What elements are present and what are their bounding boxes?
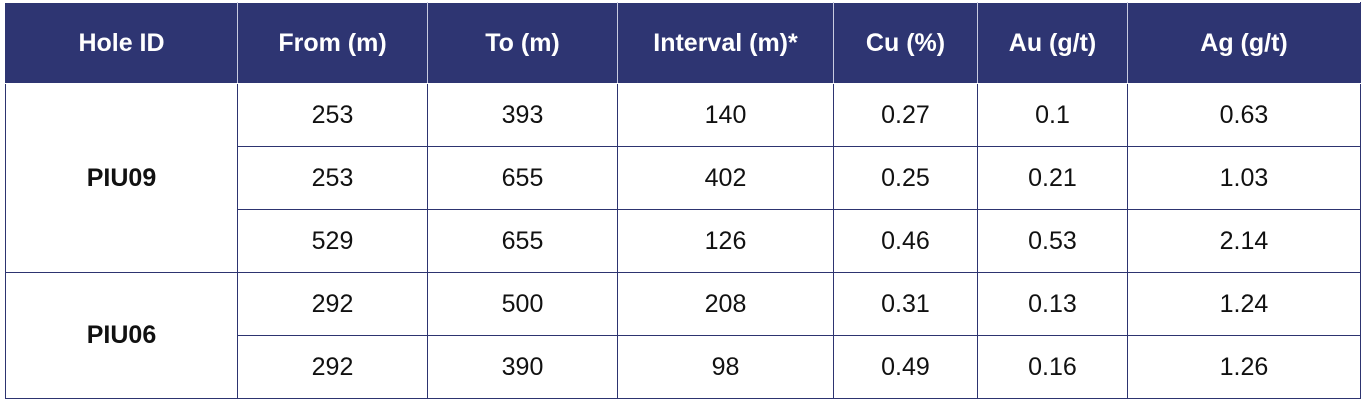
data-cell: 1.26	[1127, 335, 1361, 399]
data-cell: 0.31	[833, 272, 978, 336]
hole-id-cell: PIU06	[5, 272, 238, 399]
data-cell: 253	[237, 146, 428, 210]
data-cell: 0.21	[977, 146, 1128, 210]
table-header: Hole ID From (m) To (m) Interval (m)* Cu (%)…	[5, 2, 1361, 84]
data-cell: 292	[237, 335, 428, 399]
table-row: 529 655 126 0.46 0.53 2.14	[6, 209, 1361, 273]
data-cell: 0.49	[833, 335, 978, 399]
header-cell: Interval (m)*	[617, 2, 834, 84]
header-cell: Au (g/t)	[977, 2, 1128, 84]
data-cell: 0.16	[977, 335, 1128, 399]
header-cell: From (m)	[237, 2, 428, 84]
results-table: Hole ID From (m) To (m) Interval (m)* Cu (%)…	[5, 2, 1361, 399]
data-cell: 529	[237, 209, 428, 273]
header-cell: Ag (g/t)	[1127, 2, 1361, 84]
data-cell: 208	[617, 272, 834, 336]
data-cell: 1.03	[1127, 146, 1361, 210]
data-cell: 655	[427, 209, 618, 273]
header-cell: Cu (%)	[833, 2, 978, 84]
data-cell: 0.46	[833, 209, 978, 273]
data-cell: 0.27	[833, 83, 978, 147]
table-row: 292 390 98 0.49 0.16 1.26	[6, 335, 1361, 399]
data-cell: 2.14	[1127, 209, 1361, 273]
data-cell: 402	[617, 146, 834, 210]
data-cell: 0.13	[977, 272, 1128, 336]
table-row: PIU09 253 393 140 0.27 0.1 0.63	[5, 83, 1361, 273]
data-cell: 0.53	[977, 209, 1128, 273]
header-row: Hole ID From (m) To (m) Interval (m)* Cu (%)…	[5, 2, 1361, 84]
data-cell: 0.63	[1127, 83, 1361, 147]
data-cell: 655	[427, 146, 618, 210]
data-cell: 390	[427, 335, 618, 399]
hole-id-cell: PIU09	[5, 83, 238, 273]
data-cell: 500	[427, 272, 618, 336]
header-cell: Hole ID	[5, 2, 238, 84]
data-cell: 140	[617, 83, 834, 147]
data-cell: 393	[427, 83, 618, 147]
data-cell: 253	[237, 83, 428, 147]
table-body: PIU09 253 393 140 0.27 0.1 0.63 253 655 402 0.25 0.…	[5, 83, 1361, 399]
table-row: PIU06 292 500 208 0.31 0.13 1.24	[5, 272, 1361, 399]
data-cell: 0.1	[977, 83, 1128, 147]
data-cell: 126	[617, 209, 834, 273]
data-cell: 0.25	[833, 146, 978, 210]
header-cell: To (m)	[427, 2, 618, 84]
data-cell: 1.24	[1127, 272, 1361, 336]
data-cell: 292	[237, 272, 428, 336]
data-cell: 98	[617, 335, 834, 399]
